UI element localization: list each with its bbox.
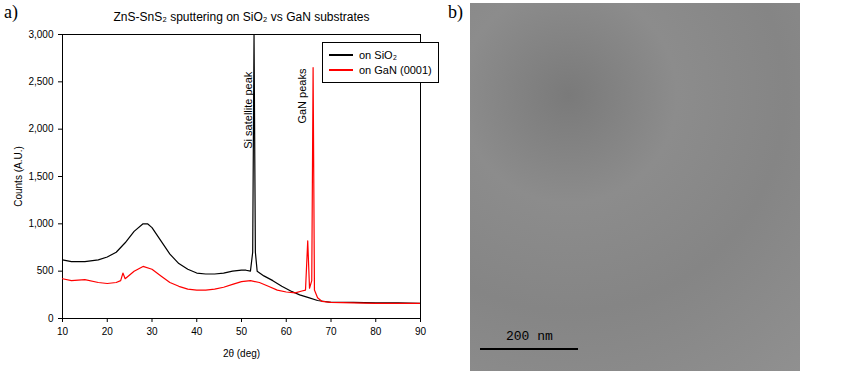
- svg-text:500: 500: [37, 265, 54, 276]
- svg-text:2,000: 2,000: [28, 123, 53, 134]
- html-text:b): b): [448, 2, 463, 22]
- html-text:on GaN (0001): on GaN (0001): [359, 64, 432, 76]
- svg-text:30: 30: [146, 326, 158, 337]
- svg-text:3,000: 3,000: [28, 29, 53, 40]
- svg-text:2,500: 2,500: [28, 76, 53, 87]
- svg-text:10: 10: [57, 326, 69, 337]
- html-text:200 nm: 200 nm: [506, 329, 553, 344]
- svg-text:ZnS-SnS₂ sputtering on SiO₂ vs: ZnS-SnS₂ sputtering on SiO₂ vs GaN subst…: [113, 10, 369, 24]
- svg-text:50: 50: [236, 326, 248, 337]
- svg-text:1,000: 1,000: [28, 218, 53, 229]
- svg-text:60: 60: [281, 326, 293, 337]
- svg-text:1,500: 1,500: [28, 171, 53, 182]
- svg-text:Si satellite peak: Si satellite peak: [242, 71, 254, 149]
- svg-text:2θ (deg): 2θ (deg): [223, 348, 260, 359]
- svg-text:90: 90: [415, 326, 427, 337]
- svg-text:20: 20: [102, 326, 114, 337]
- svg-text:40: 40: [191, 326, 203, 337]
- html-text:a): a): [4, 2, 18, 22]
- svg-text:80: 80: [370, 326, 382, 337]
- svg-text:70: 70: [325, 326, 337, 337]
- svg-text:Counts (A.U.): Counts (A.U.): [13, 146, 24, 207]
- svg-text:GaN peaks: GaN peaks: [296, 68, 308, 124]
- svg-text:0: 0: [48, 313, 54, 324]
- html-text:on SiO₂: on SiO₂: [359, 49, 397, 61]
